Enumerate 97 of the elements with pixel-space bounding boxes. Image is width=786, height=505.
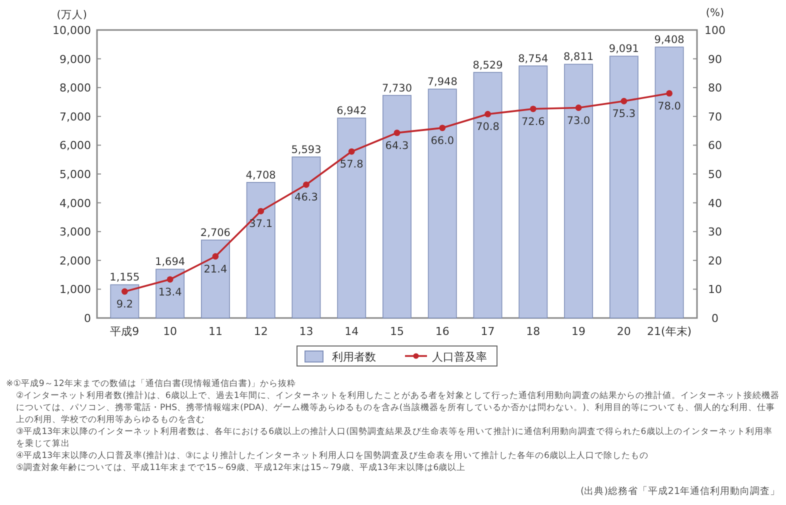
text: (出典)総務省「平成21年通信利用動向調査」	[579, 486, 780, 498]
text: ※①平成9～12年末までの数値は「通信白書(現情報通信白書)」から抜粋	[6, 378, 298, 390]
text: ③平成13年末以降のインターネット利用者数は、各年における6歳以上の推計人口(国勢調査結果及び生命表等を用いて推計)に通信利用動向調査で得られた6歳以上のインターネット利用率を乗じて算出	[15, 426, 774, 450]
y-tick-label: 0	[84, 312, 91, 325]
y-tick-label: 6,000	[60, 139, 91, 152]
data-label: 1,694	[155, 256, 186, 268]
data-label: 8,754	[518, 52, 549, 65]
x-tick-label: 12	[254, 325, 268, 338]
y2-tick-label: 60	[708, 139, 722, 152]
data-label: 57.8	[340, 158, 364, 171]
point	[348, 148, 355, 155]
legend-label: 利用者数	[332, 350, 376, 364]
point	[212, 253, 219, 260]
y2-tick-label: 90	[708, 52, 722, 66]
data-label: 1,155	[110, 272, 140, 284]
x-tick-label: 17	[480, 325, 495, 338]
y2-tick-label: 30	[708, 226, 722, 239]
data-label: 8,529	[472, 59, 503, 72]
x-tick-label: 14	[344, 325, 359, 338]
x-tick-label: 15	[390, 325, 404, 338]
bar	[246, 182, 276, 318]
bar	[518, 65, 548, 318]
bar	[110, 284, 140, 318]
x-tick-label: 10	[163, 325, 178, 338]
data-label: 7,730	[382, 82, 412, 94]
data-label: 21.4	[204, 263, 228, 276]
point	[394, 130, 400, 136]
x-tick-label: 20	[616, 325, 631, 338]
bar	[609, 56, 638, 318]
y2-tick-label: 80	[708, 82, 722, 95]
y2-tick-label: 0	[712, 312, 718, 325]
y-tick-label: 1,000	[60, 283, 91, 296]
x-tick-label: 19	[572, 325, 586, 338]
bar	[654, 46, 684, 318]
data-label: 66.0	[430, 134, 454, 147]
data-label: 9.2	[116, 298, 134, 311]
data-label: 70.8	[476, 121, 500, 134]
data-label: 4,708	[246, 169, 276, 182]
text: ⑤調査対象年齢については、平成11年末までで15～69歳、平成12年末は15～79歳、平成13年末以降は6歳以上	[15, 462, 467, 474]
data-label: 75.3	[612, 108, 636, 120]
point	[575, 104, 582, 111]
y-tick-label: 5,000	[60, 168, 91, 181]
data-label: 8,811	[564, 51, 594, 64]
y-tick-label: 7,000	[60, 110, 91, 124]
point	[258, 208, 264, 214]
data-label: 7,948	[427, 76, 458, 88]
data-label: 6,942	[336, 105, 367, 118]
y2-tick-label: 40	[708, 196, 722, 210]
y-axis-title: (万人)	[56, 9, 87, 21]
point	[166, 276, 174, 283]
bar	[337, 118, 366, 318]
y2-tick-label: 20	[708, 254, 722, 268]
x-tick-label: 11	[208, 325, 222, 338]
text: ④平成13年末以降の人口普及率(推計)は、③により推計したインターネット利用人口を国勢調査及び生命表を用いて推計した各年の6歳以上人口で除したもの	[15, 450, 650, 462]
y-tick-label: 4,000	[60, 196, 91, 210]
y2-tick-label: 100	[704, 24, 726, 37]
point	[303, 181, 310, 188]
bar	[473, 72, 502, 318]
y2-tick-label: 50	[708, 168, 722, 181]
y-tick-label: 10,000	[52, 24, 91, 37]
y2-tick-label: 70	[708, 110, 722, 124]
y2-tick-label: 10	[708, 283, 722, 296]
data-label: 2,706	[200, 227, 231, 240]
bar	[428, 88, 457, 318]
data-label: 73.0	[566, 114, 590, 127]
data-label: 72.6	[521, 116, 546, 128]
text: ②インターネット利用者数(推計)は、6歳以上で、過去1年間に、インターネットを利用したことがある者を対象として行った通信利用動向調査の結果からの推計値。インターネット接続機器については、パソコン、携帯電話・PHS、携帯情報端末(PDA)、ゲーム機等あらゆるものを含み(当該機器を所有しているか否かは問わない。)、利用目的等についても、個人的な利用、仕事上の利用、学校での利用等あらゆるものを含む	[15, 390, 780, 426]
x-tick-label: 16	[435, 325, 450, 338]
bar	[564, 64, 594, 318]
point	[530, 106, 536, 112]
y-tick-label: 9,000	[60, 52, 91, 66]
data-label: 46.3	[294, 192, 318, 204]
bar	[382, 94, 412, 318]
x-tick-label: 13	[299, 325, 314, 338]
y2-axis-title: (%)	[706, 7, 724, 19]
x-tick-label: 21(年末)	[647, 325, 692, 338]
data-label: 64.3	[385, 140, 409, 152]
data-label: 78.0	[658, 100, 682, 112]
data-label: 37.1	[249, 218, 273, 230]
data-label: 9,408	[654, 34, 684, 46]
y-tick-label: 2,000	[60, 254, 91, 268]
bar	[156, 268, 185, 318]
point	[484, 110, 491, 118]
data-label: 13.4	[158, 286, 182, 298]
point	[620, 98, 628, 104]
bar	[200, 240, 230, 318]
x-tick-label: 18	[526, 325, 540, 338]
data-label: 9,091	[608, 43, 639, 56]
y-tick-label: 8,000	[60, 82, 91, 95]
data-label: 5,593	[291, 144, 322, 156]
x-tick-label: 平成9	[110, 325, 140, 338]
point	[666, 90, 673, 97]
y-tick-label: 3,000	[60, 226, 91, 239]
point	[121, 288, 128, 295]
bar	[292, 156, 321, 318]
legend-label: 人口普及率	[432, 350, 487, 364]
point	[439, 124, 446, 132]
